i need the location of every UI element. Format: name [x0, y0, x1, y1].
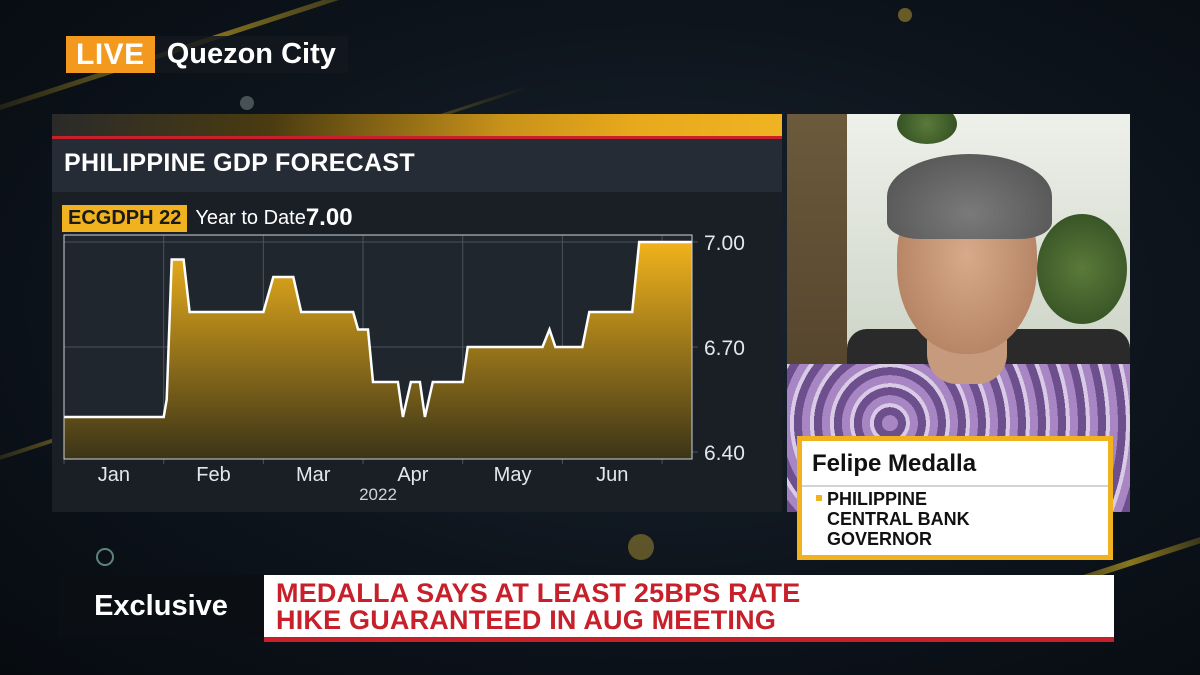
- x-tick-label: Feb: [196, 464, 230, 486]
- x-tick-label: Jan: [98, 464, 130, 486]
- guest-title: PHILIPPINE CENTRAL BANK GOVERNOR: [827, 489, 970, 549]
- live-badge: LIVE: [66, 36, 155, 73]
- nameplate-bullet-icon: [816, 495, 822, 501]
- video-guest-hair: [887, 154, 1052, 239]
- ytd-label: Year to Date: [195, 206, 306, 229]
- x-axis-year-label: 2022: [359, 485, 397, 504]
- headline-box: MEDALLA SAYS AT LEAST 25BPS RATE HIKE GU…: [264, 575, 1114, 642]
- series-area: [64, 242, 692, 459]
- live-badge-group: LIVE Quezon City: [66, 36, 348, 73]
- background-bokeh-dot: [96, 548, 114, 566]
- exclusive-label: Exclusive: [94, 589, 228, 622]
- x-tick-label: Mar: [296, 464, 331, 486]
- ytd-value: 7.00: [305, 204, 353, 231]
- exclusive-tag: Exclusive: [58, 575, 264, 637]
- gdp-chart-panel: PHILIPPINE GDP FORECAST ECGDPH 22 Year t…: [52, 114, 782, 512]
- live-location: Quezon City: [154, 36, 348, 73]
- nameplate-divider: [802, 485, 1108, 487]
- ticker-badge: ECGDPH 22: [62, 204, 188, 232]
- x-tick-label: Jun: [596, 464, 628, 486]
- video-plant: [1037, 214, 1127, 324]
- headline-line: MEDALLA SAYS AT LEAST 25BPS RATE: [276, 578, 801, 608]
- headline: MEDALLA SAYS AT LEAST 25BPS RATE HIKE GU…: [276, 580, 800, 634]
- chart-title-bar: PHILIPPINE GDP FORECAST: [52, 136, 782, 192]
- y-tick-label: 6.70: [704, 337, 745, 360]
- headline-line: HIKE GUARANTEED IN AUG MEETING: [276, 605, 777, 635]
- chart-title: PHILIPPINE GDP FORECAST: [64, 149, 415, 177]
- guest-name: Felipe Medalla: [812, 450, 977, 477]
- guest-title-line: CENTRAL BANK: [827, 509, 970, 529]
- y-tick-label: 7.00: [704, 232, 745, 255]
- background-bokeh-dot: [240, 96, 254, 110]
- series-line: [64, 240, 692, 419]
- background-bokeh-dot: [898, 8, 912, 22]
- background-bokeh-dot: [628, 534, 654, 560]
- guest-title-line: PHILIPPINE: [827, 489, 928, 509]
- x-tick-label: Apr: [397, 464, 428, 486]
- plot-frame: [63, 234, 693, 460]
- x-tick-label: May: [494, 464, 532, 486]
- y-tick-label: 6.40: [704, 442, 745, 465]
- guest-title-line: GOVERNOR: [827, 529, 933, 549]
- guest-video-feed: [787, 114, 1130, 512]
- ticker-row: ECGDPH 22 Year to Date 7.00: [62, 204, 353, 232]
- gdp-area-chart: 7.00 6.70 6.40 Jan Feb Mar Apr May Jun 2022: [63, 232, 745, 504]
- chart-header-stripe: [52, 114, 782, 136]
- guest-nameplate: Felipe Medalla PHILIPPINE CENTRAL BANK G…: [797, 436, 1113, 560]
